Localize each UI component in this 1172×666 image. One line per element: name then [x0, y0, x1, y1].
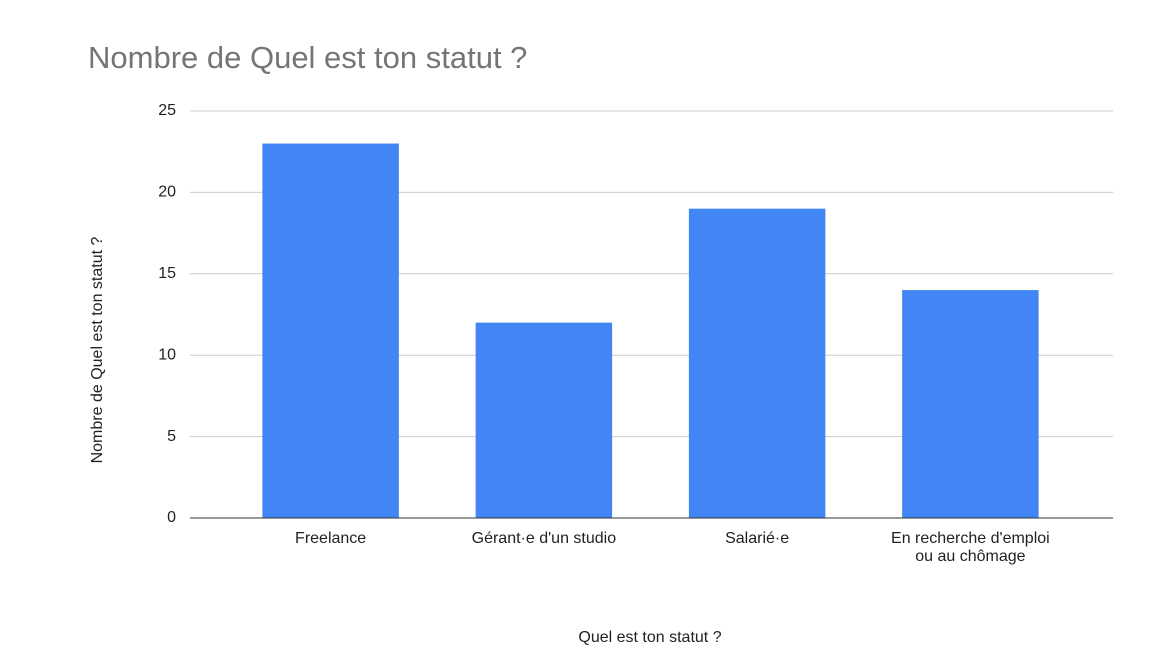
x-tick-label: En recherche d'emploi ou au chômage — [891, 530, 1050, 565]
y-tick-label: 10 — [158, 346, 176, 363]
chart-title: Nombre de Quel est ton statut ? — [88, 40, 527, 75]
y-tick-label: 0 — [167, 509, 176, 526]
bar — [475, 322, 613, 518]
x-tick-label: Salarié·e — [725, 530, 790, 547]
bar — [902, 290, 1039, 518]
bar — [688, 208, 826, 518]
y-axis-title: Nombre de Quel est ton statut ? — [89, 237, 106, 464]
x-axis-title: Quel est ton statut ? — [578, 629, 721, 646]
x-tick-label: Gérant·e d'un studio — [471, 530, 617, 547]
bar — [262, 143, 399, 518]
y-tick-label: 5 — [167, 428, 176, 445]
y-tick-label: 20 — [158, 184, 176, 201]
y-tick-label: 25 — [158, 102, 176, 119]
x-tick-label: Freelance — [295, 530, 367, 547]
y-tick-label: 15 — [158, 265, 176, 282]
